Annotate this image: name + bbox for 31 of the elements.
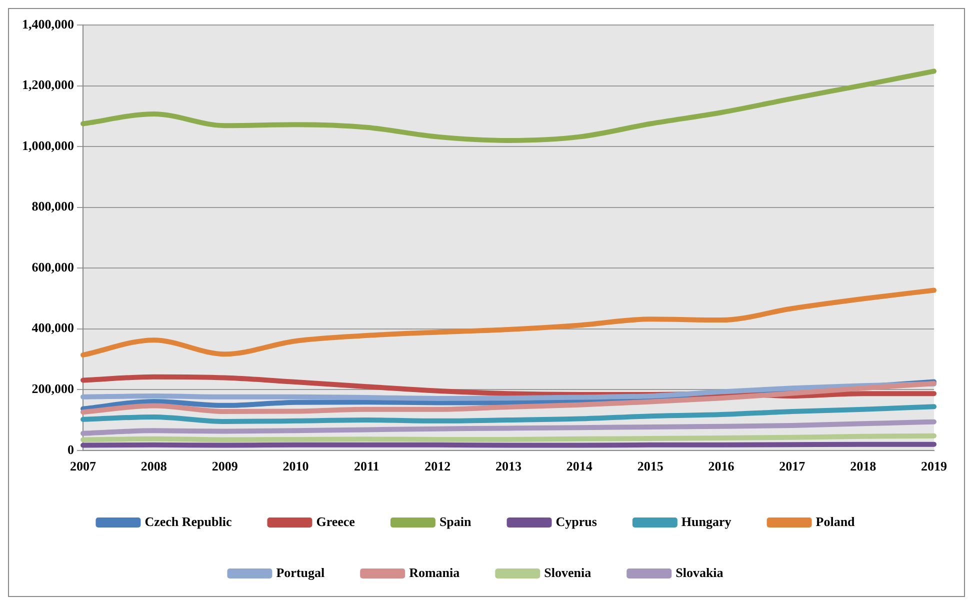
legend-label: Greece [316,514,356,529]
y-tick-label: 1,400,000 [22,16,74,32]
y-tick-label: 1,000,000 [22,138,74,153]
x-tick-label: 2019 [921,458,948,474]
x-tick-label: 2012 [424,458,451,474]
legend-label: Poland [816,514,856,529]
y-tick-label: 200,000 [32,380,74,396]
x-tick-label: 2011 [354,458,380,474]
y-tick-label: 800,000 [32,198,74,214]
x-tick-label: 2009 [212,458,238,474]
y-tick-label: 1,200,000 [22,77,74,92]
y-tick-label: 0 [68,442,74,457]
legend-label: Hungary [681,514,732,529]
x-tick-label: 2017 [779,458,806,474]
legend-label: Slovenia [544,564,592,580]
y-tick-label: 600,000 [32,259,74,274]
x-tick-label: 2013 [496,458,522,474]
x-tick-label: 2015 [637,458,664,474]
x-tick-label: 2018 [850,458,877,474]
legend-label: Spain [439,514,472,529]
legend-label: Cyprus [556,514,597,529]
x-tick-label: 2007 [70,458,96,474]
x-tick-label: 2014 [566,458,593,474]
x-tick-label: 2010 [282,458,309,474]
y-tick-label: 400,000 [32,320,74,336]
legend-label: Romania [409,564,460,580]
legend-label: Portugal [276,564,325,580]
x-tick-label: 2016 [708,458,735,474]
x-tick-label: 2008 [140,458,168,474]
legend-label: Slovakia [676,564,724,580]
legend-label: Czech Republic [144,514,232,529]
